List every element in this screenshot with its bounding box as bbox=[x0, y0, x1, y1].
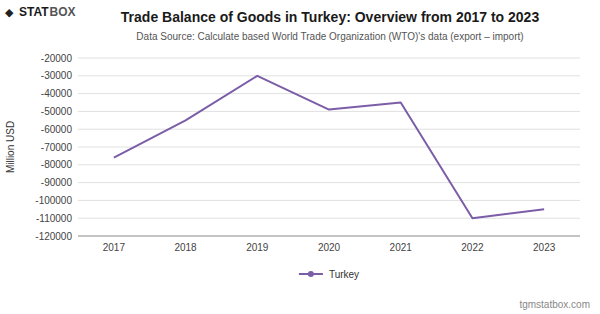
legend: Turkey bbox=[299, 269, 359, 280]
grid-line bbox=[78, 200, 580, 201]
y-tick-label: -40000 bbox=[41, 88, 73, 99]
y-tick-label: -50000 bbox=[41, 106, 73, 117]
x-tick-label: 2019 bbox=[246, 242, 269, 253]
y-tick-label: -120000 bbox=[35, 231, 72, 242]
x-tick-label: 2017 bbox=[103, 242, 126, 253]
grid-line bbox=[78, 182, 580, 183]
series-group bbox=[114, 76, 544, 218]
x-tick-label: 2020 bbox=[318, 242, 341, 253]
grid-line bbox=[78, 236, 580, 237]
grid-line bbox=[78, 218, 580, 219]
y-tick-label: -30000 bbox=[41, 70, 73, 81]
y-tick-label: -70000 bbox=[41, 142, 73, 153]
x-tick-label: 2021 bbox=[390, 242, 413, 253]
grid-line bbox=[78, 164, 580, 165]
y-tick-label: -100000 bbox=[35, 195, 72, 206]
title: Trade Balance of Goods in Turkey: Overvi… bbox=[121, 9, 540, 25]
grid-line bbox=[78, 93, 580, 94]
x-tick-label: 2023 bbox=[533, 242, 556, 253]
watermark: tgmstatbox.com bbox=[519, 299, 590, 310]
logo-box: BOX bbox=[50, 5, 76, 19]
y-tick-label: -80000 bbox=[41, 159, 73, 170]
x-tick-label: 2022 bbox=[461, 242, 484, 253]
y-tick-label: -110000 bbox=[36, 213, 72, 224]
y-tick-label: -90000 bbox=[41, 177, 73, 188]
grid bbox=[78, 58, 580, 236]
y-tick-label: -20000 bbox=[41, 53, 73, 64]
grid-line bbox=[78, 58, 580, 59]
y-tick-label: -60000 bbox=[41, 124, 73, 135]
grid-line bbox=[78, 75, 580, 76]
logo-symbol: ◆ bbox=[5, 6, 14, 18]
grid-line bbox=[78, 111, 580, 112]
series-line bbox=[114, 76, 544, 218]
x-axis-line bbox=[78, 236, 580, 237]
chart: Trade Balance of Goods in Turkey: Overvi… bbox=[0, 0, 600, 314]
grid-line bbox=[78, 147, 580, 148]
logo-stat: STAT bbox=[19, 5, 49, 19]
legend-marker bbox=[308, 271, 314, 277]
y-axis-label: Million USD bbox=[5, 121, 16, 173]
legend-label: Turkey bbox=[329, 269, 359, 280]
subtitle: Data Source: Calculate based World Trade… bbox=[136, 31, 523, 42]
x-tick-label: 2018 bbox=[174, 242, 197, 253]
background bbox=[0, 0, 600, 314]
grid-line bbox=[78, 129, 580, 130]
